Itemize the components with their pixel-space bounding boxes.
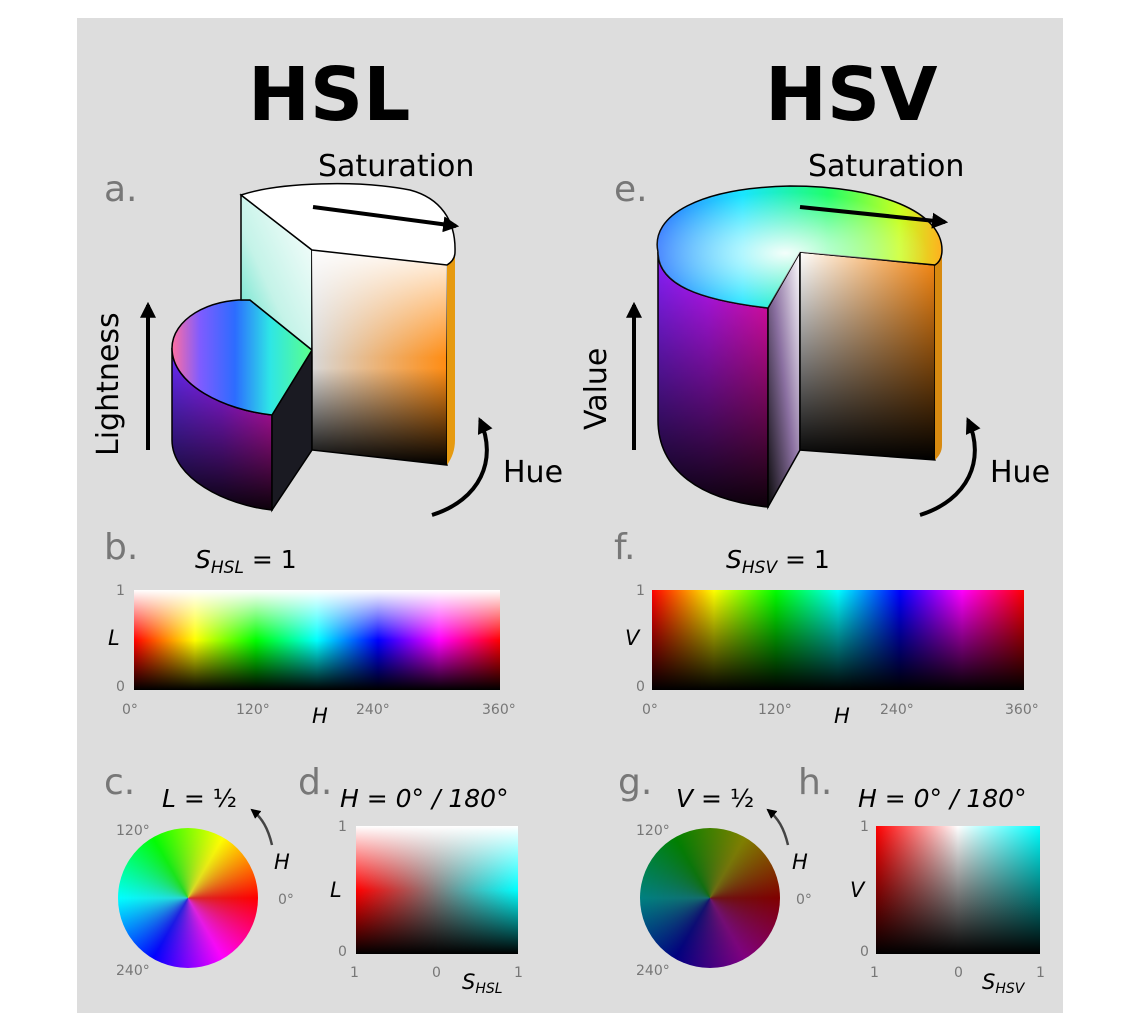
hsl-d-x-left: 1 — [350, 965, 359, 981]
hsv-f-gradient — [652, 590, 1024, 690]
hsl-d-x-right: 1 — [514, 965, 523, 981]
hsv-f-x-label: H — [834, 704, 850, 728]
hsl-c-tick-240: 240° — [116, 963, 150, 979]
hsl-hue-label: Hue — [503, 455, 564, 490]
hsl-lightness-label: Lightness — [91, 312, 126, 456]
hsv-f-x-tick-240: 240° — [880, 702, 914, 718]
hsv-title: HSV — [765, 52, 938, 138]
hsv-saturation-label: Saturation — [808, 149, 965, 184]
hsv-g-tick-240: 240° — [636, 963, 670, 979]
hsv-f-equation: SHSV = 1 — [726, 545, 830, 578]
hsl-d-y-label: L — [330, 878, 342, 902]
hsl-b-y-bottom: 0 — [116, 679, 125, 695]
hsv-h-equation: H = 0° / 180° — [858, 784, 1027, 813]
hsv-h-y-bottom: 0 — [860, 944, 869, 960]
hsv-solid — [626, 185, 981, 517]
hsl-b-y-label: L — [108, 626, 120, 650]
hsl-hue-arrow — [250, 808, 274, 846]
hsl-d-gradient — [356, 826, 518, 954]
hsv-f-x-tick-360: 360° — [1005, 702, 1039, 718]
panel-c-letter: c. — [104, 762, 136, 803]
hsv-h-x-label: SHSV — [982, 970, 1025, 997]
hsl-c-tick-0: 0° — [278, 892, 294, 908]
hsl-b-equation: SHSL = 1 — [195, 545, 297, 578]
hsl-b-x-tick-0: 0° — [122, 702, 138, 718]
panel-d-letter: d. — [298, 762, 333, 803]
hsl-b-y-top: 1 — [116, 583, 125, 599]
hsv-hue-arrow — [766, 808, 790, 846]
hsv-h-gradient — [876, 826, 1040, 954]
hsv-h-x-left: 1 — [870, 965, 879, 981]
hsv-g-tick-120: 120° — [636, 823, 670, 839]
hsv-value-label: Value — [579, 347, 614, 430]
hsl-c-equation: L = ½ — [162, 784, 238, 813]
hsl-b-x-tick-120: 120° — [236, 702, 270, 718]
hsv-h-y-top: 1 — [860, 819, 869, 835]
hsv-h-x-right: 1 — [1036, 965, 1045, 981]
hsl-c-tick-120: 120° — [116, 823, 150, 839]
hsv-hue-label: Hue — [990, 455, 1051, 490]
hsl-b-gradient — [134, 590, 500, 690]
hsl-d-equation: H = 0° / 180° — [340, 784, 509, 813]
hsl-saturation-label: Saturation — [318, 149, 475, 184]
panel-e-letter: e. — [614, 169, 648, 210]
hsl-solid — [140, 182, 493, 517]
hsv-f-x-tick-0: 0° — [642, 702, 658, 718]
hsv-g-tick-0: 0° — [796, 892, 812, 908]
panel-g-letter: g. — [618, 762, 653, 803]
hsl-hue-wheel — [118, 828, 258, 968]
hsv-f-y-label: V — [625, 626, 640, 650]
panel-a-letter: a. — [104, 169, 138, 210]
hsv-hue-wheel — [640, 828, 780, 968]
hsv-f-x-tick-120: 120° — [758, 702, 792, 718]
hsl-d-y-bottom: 0 — [338, 944, 347, 960]
hsv-g-arrow-label: H — [792, 850, 808, 874]
hsl-b-x-tick-360: 360° — [482, 702, 516, 718]
hsl-b-x-tick-240: 240° — [356, 702, 390, 718]
panel-b-letter: b. — [104, 527, 139, 568]
hsv-h-y-label: V — [850, 878, 865, 902]
panel-f-letter: f. — [614, 527, 636, 568]
hsv-g-equation: V = ½ — [676, 784, 755, 813]
hsv-f-y-top: 1 — [636, 583, 645, 599]
hsl-d-y-top: 1 — [338, 819, 347, 835]
hsl-c-arrow-label: H — [274, 850, 290, 874]
hsv-h-x-mid: 0 — [954, 965, 963, 981]
hsl-title: HSL — [248, 52, 411, 138]
hsl-d-x-label: SHSL — [462, 970, 503, 997]
hsl-d-x-mid: 0 — [432, 965, 441, 981]
hsl-b-x-label: H — [312, 704, 328, 728]
panel-h-letter: h. — [798, 762, 833, 803]
hsv-f-y-bottom: 0 — [636, 679, 645, 695]
